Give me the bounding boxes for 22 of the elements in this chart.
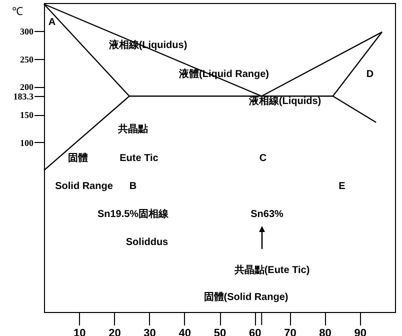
y-tick-label: 300 <box>20 26 34 36</box>
annotation: D <box>366 69 374 80</box>
annotation: 共晶點(Eute Tic) <box>233 264 310 276</box>
y-tick-label: 200 <box>20 82 34 92</box>
annotation: B <box>129 181 137 192</box>
annotation: A <box>48 17 56 28</box>
annotation: C <box>259 153 267 164</box>
annotation: 固體 <box>68 152 88 164</box>
annotation: Sn63% <box>250 209 284 220</box>
annotation: 固體(Solid Range) <box>204 291 288 303</box>
y-tick-label: 150 <box>20 110 34 120</box>
y-tick-label: 100 <box>20 138 34 148</box>
annotation: Sn19.5%固相線 <box>97 208 170 220</box>
y-axis-title: ℃ <box>12 5 23 18</box>
annotation: 共晶點 <box>117 123 148 135</box>
annotation: E <box>338 181 346 192</box>
y-tick-label: 183.3 <box>13 91 34 102</box>
annotation: Soliddus <box>126 237 169 248</box>
annotation: Eute Tic <box>120 153 159 164</box>
y-tick-label: 250 <box>20 54 34 64</box>
annotation: 液相線(Liquids) <box>248 95 322 107</box>
annotation: Solid Range <box>55 181 114 192</box>
